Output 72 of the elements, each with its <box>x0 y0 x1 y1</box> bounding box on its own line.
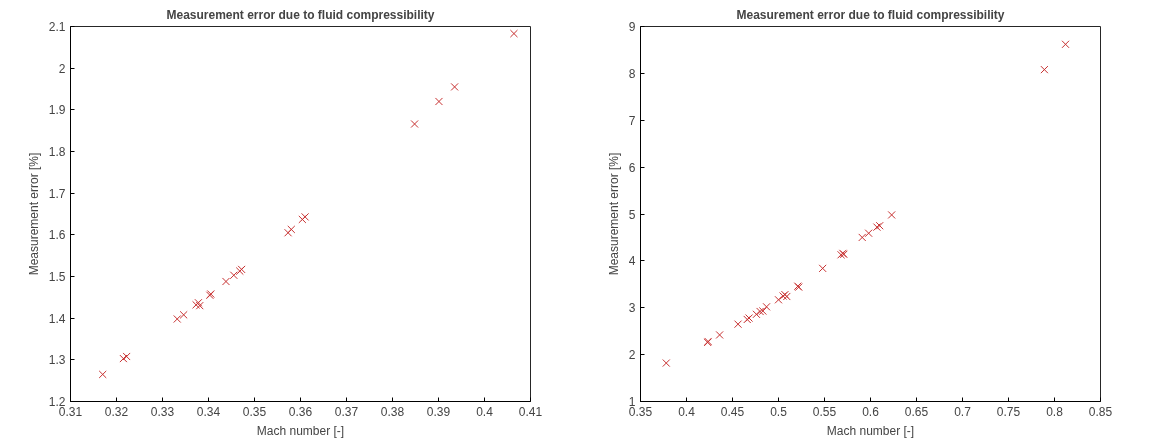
point <box>98 370 107 379</box>
x-tick-label: 0.45 <box>720 404 745 419</box>
y-tick-label: 9 <box>628 20 636 34</box>
x-tick-label: 0.33 <box>150 404 175 419</box>
point <box>872 223 881 232</box>
chart-title: Measurement error due to fluid compressibility <box>166 7 435 22</box>
y-tick-label: 5 <box>628 207 636 222</box>
point <box>752 310 761 319</box>
x-axis-title: Mach number [-] <box>826 423 915 438</box>
x-tick-label: 0.35 <box>242 404 267 419</box>
point <box>195 301 204 310</box>
point <box>1061 40 1070 49</box>
y-tick-label: 2 <box>58 61 66 76</box>
x-tick-label: 0.6 <box>862 404 880 419</box>
point <box>818 264 827 273</box>
y-tick-label: 2.1 <box>48 20 66 34</box>
point <box>301 212 310 221</box>
chart-title: Measurement error due to fluid compressibility <box>736 7 1005 22</box>
point <box>662 359 671 368</box>
point <box>179 310 188 319</box>
y-tick-label: 8 <box>628 66 636 81</box>
x-axis-title: Mach number [-] <box>256 423 345 438</box>
x-tick-label: 0.32 <box>104 404 129 419</box>
point <box>887 210 896 219</box>
point <box>864 229 873 238</box>
point <box>774 295 783 304</box>
y-axis-title: Measurement error [%] <box>606 152 621 276</box>
y-tick-label: 1.4 <box>48 311 66 326</box>
point <box>229 271 238 280</box>
point <box>858 233 867 242</box>
x-tick-label: 0.38 <box>380 404 405 419</box>
y-tick-label: 4 <box>628 254 636 269</box>
x-tick-label: 0.85 <box>1088 404 1113 419</box>
point <box>122 352 131 361</box>
point <box>173 314 182 324</box>
x-tick-label: 0.75 <box>996 404 1021 419</box>
y-tick-label: 1.6 <box>48 228 66 243</box>
y-tick-label: 7 <box>628 113 636 128</box>
x-tick-label: 0.37 <box>334 404 359 419</box>
x-tick-label: 0.4 <box>678 404 696 419</box>
point <box>298 215 307 224</box>
y-tick-label: 2 <box>628 348 636 363</box>
x-tick-label: 0.4 <box>476 404 494 419</box>
point <box>434 97 443 106</box>
y-tick-label: 1.5 <box>48 270 66 284</box>
y-axis-title: Measurement error [%] <box>26 152 41 276</box>
y-tick-label: 6 <box>628 160 636 175</box>
point <box>715 330 724 339</box>
point <box>221 277 231 286</box>
point <box>284 228 293 237</box>
y-tick-label: 1.9 <box>48 103 66 118</box>
y-tick-label: 1.3 <box>48 353 66 368</box>
point <box>762 302 771 311</box>
x-tick-label: 0.55 <box>812 404 837 419</box>
x-tick-label: 0.36 <box>288 404 313 419</box>
y-tick-label: 1.7 <box>48 186 66 201</box>
x-tick-label: 0.65 <box>904 404 929 419</box>
x-tick-label: 0.8 <box>1046 404 1064 419</box>
y-tick-label: 1.8 <box>48 145 66 159</box>
point <box>733 320 743 329</box>
x-tick-label: 0.34 <box>196 404 221 419</box>
point <box>450 82 459 91</box>
point <box>1040 65 1049 74</box>
x-tick-label: 0.5 <box>770 404 788 419</box>
y-tick-label: 3 <box>628 301 636 316</box>
point <box>875 221 884 230</box>
point <box>119 354 128 363</box>
x-tick-label: 0.39 <box>426 404 451 419</box>
x-tick-label: 0.41 <box>518 404 543 419</box>
point <box>509 29 518 38</box>
x-tick-label: 0.7 <box>954 404 972 419</box>
point <box>410 119 419 129</box>
